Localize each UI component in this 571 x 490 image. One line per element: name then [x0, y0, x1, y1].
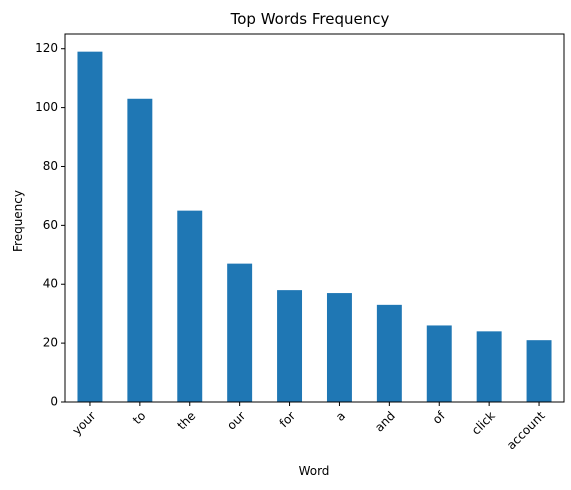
- x-axis: your to the our for a and of click account: [70, 402, 548, 452]
- bar-account: [526, 340, 552, 402]
- x-tick-label: your: [70, 409, 99, 438]
- y-tick-label: 80: [43, 159, 58, 173]
- y-axis-label: Frequency: [11, 190, 25, 252]
- x-tick-label: click: [469, 409, 498, 438]
- x-tick-label: account: [504, 408, 548, 452]
- x-tick-label: to: [130, 409, 148, 427]
- x-tick-label: the: [175, 409, 199, 433]
- bars-group: [77, 51, 552, 402]
- bar-your: [77, 51, 103, 402]
- bar-of: [426, 325, 452, 402]
- bar-to: [127, 98, 153, 402]
- bar-a: [326, 293, 352, 402]
- plot-frame: [64, 33, 565, 403]
- x-tick-label: a: [333, 409, 348, 424]
- x-tick-label: and: [372, 409, 398, 435]
- chart-title: Top Words Frequency: [230, 10, 390, 28]
- bar-our: [227, 263, 253, 402]
- x-tick-label: of: [430, 408, 449, 427]
- bar-click: [476, 331, 502, 402]
- plot-area: [64, 33, 565, 403]
- y-tick-label: 60: [43, 218, 58, 232]
- y-tick-label: 120: [35, 41, 58, 55]
- y-tick-label: 100: [35, 100, 58, 114]
- y-tick-label: 0: [50, 395, 58, 409]
- x-axis-label: Word: [299, 464, 330, 478]
- bar-the: [177, 210, 203, 402]
- y-tick-label: 40: [43, 277, 58, 291]
- y-tick-label: 20: [43, 336, 58, 350]
- x-tick-label: our: [224, 409, 248, 433]
- bar-and: [376, 304, 402, 402]
- bar-for: [277, 290, 303, 402]
- x-tick-label: for: [277, 409, 299, 431]
- y-axis: 0 20 40 60 80 100 120: [35, 41, 65, 409]
